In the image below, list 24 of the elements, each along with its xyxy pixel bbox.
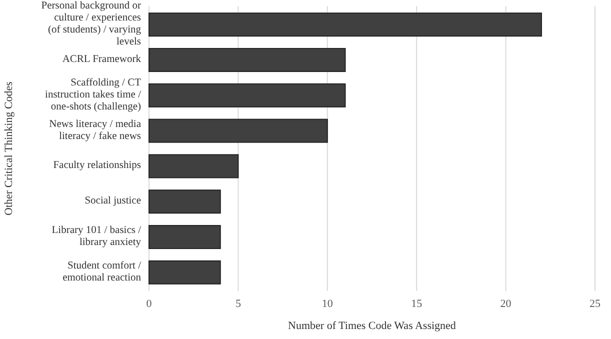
y-tick-label: Social justice: [84, 196, 142, 208]
bar: [148, 83, 346, 108]
y-axis-title: Other Critical Thinking Codes: [3, 82, 15, 216]
bar: [148, 154, 239, 178]
x-axis-title: Number of Times Code Was Assigned: [288, 320, 456, 332]
bar: [148, 225, 221, 250]
y-tick-label: Personal background or culture / experiences (of students) / varying levels: [41, 0, 142, 48]
x-tick-label: 5: [235, 298, 242, 310]
y-tick-label: Student comfort / emotional reaction: [62, 260, 142, 284]
x-tick-label: 0: [146, 298, 152, 310]
y-tick-label: Library 101 / basics / library anxiety: [52, 225, 142, 248]
bar: [148, 190, 221, 214]
bar: [148, 48, 346, 72]
y-tick-label: Faculty relationships: [53, 160, 141, 172]
x-tick-label: 25: [590, 298, 601, 310]
bar: [148, 260, 221, 284]
bar: [148, 12, 542, 37]
y-tick-label: Scaffolding / CT instruction takes time / one-shots (challenge): [45, 78, 142, 113]
bar: [148, 118, 328, 143]
y-tick-label: ACRL Framework: [62, 54, 142, 66]
x-tick-label: 15: [411, 298, 423, 310]
y-tick-label: News literacy / media literacy / fake news: [49, 119, 142, 142]
x-tick-label: 20: [500, 298, 512, 310]
x-tick-label: 10: [322, 298, 334, 310]
